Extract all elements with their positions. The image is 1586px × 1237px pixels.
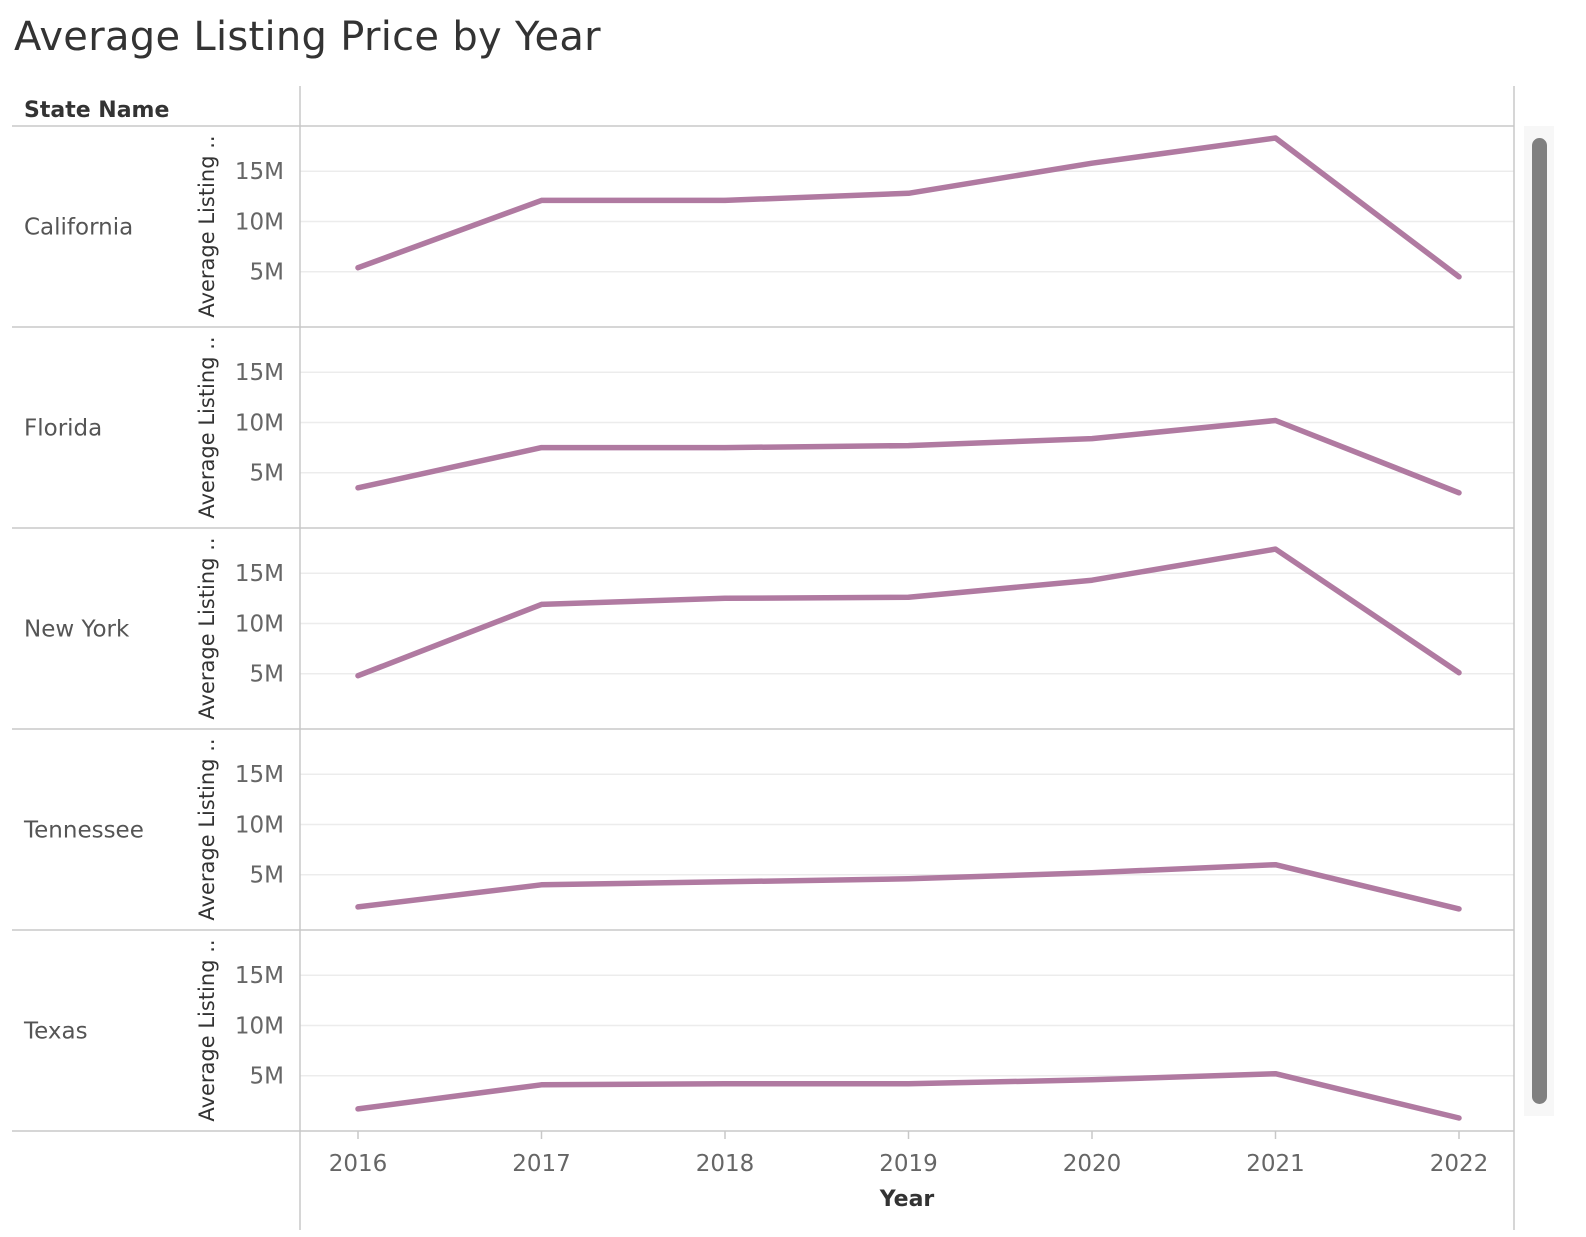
- data-point: [355, 904, 361, 910]
- y-tick-label: 5M: [250, 662, 284, 688]
- x-axis: 2016 2017 2018 2019 2020 2021 2022: [329, 1131, 1489, 1177]
- y-axis-title: Average Listing ..: [195, 135, 219, 317]
- data-point: [1273, 862, 1278, 868]
- series-line-tennessee: [355, 861, 1462, 912]
- series-line-new-york: [355, 546, 1462, 679]
- x-tick-label: 2017: [512, 1151, 571, 1177]
- data-point: [1089, 160, 1095, 166]
- data-point: [1089, 870, 1095, 876]
- y-axis-title: Average Listing ..: [195, 537, 219, 719]
- x-tick-label: 2019: [879, 1151, 938, 1177]
- data-point: [722, 879, 728, 885]
- row-header-state-name: State Name: [24, 98, 169, 123]
- y-axis-title: Average Listing ..: [195, 939, 219, 1121]
- y-tick-label: 15M: [235, 963, 284, 989]
- data-point: [355, 673, 361, 679]
- y-tick-label: 10M: [235, 410, 284, 436]
- data-point: [906, 190, 911, 196]
- state-label: Tennessee: [23, 818, 144, 844]
- data-point: [1089, 436, 1095, 442]
- y-tick-label: 5M: [250, 260, 284, 286]
- y-tick-label: 15M: [235, 762, 284, 788]
- y-tick-label: 5M: [250, 1064, 284, 1090]
- y-axis-title: Average Listing ..: [195, 336, 219, 518]
- data-point: [722, 197, 728, 203]
- data-point: [1273, 417, 1278, 423]
- data-point: [906, 594, 911, 600]
- data-point: [1273, 546, 1278, 552]
- data-point: [1456, 490, 1462, 496]
- data-point: [1089, 577, 1095, 583]
- state-label: California: [24, 215, 133, 241]
- data-point: [539, 601, 544, 607]
- data-point: [722, 1081, 728, 1087]
- data-point: [539, 445, 544, 451]
- y-tick-label: 15M: [235, 159, 284, 185]
- data-point: [1273, 135, 1278, 141]
- y-axis-title: Average Listing ..: [195, 738, 219, 920]
- data-point: [1456, 906, 1462, 912]
- data-point: [539, 882, 544, 888]
- x-tick-label: 2016: [329, 1151, 388, 1177]
- y-tick-label: 10M: [235, 812, 284, 838]
- x-axis-title: Year: [879, 1187, 935, 1212]
- y-tick-label: 10M: [235, 611, 284, 637]
- series-line-florida: [355, 417, 1462, 496]
- data-point: [355, 265, 361, 271]
- data-point: [539, 197, 544, 203]
- data-point: [722, 445, 728, 451]
- data-point: [1456, 670, 1462, 676]
- series-line-california: [355, 135, 1462, 280]
- chart-title: Average Listing Price by Year: [14, 14, 601, 60]
- data-point: [539, 1082, 544, 1088]
- x-tick-label: 2022: [1430, 1151, 1489, 1177]
- data-point: [722, 595, 728, 601]
- y-tick-label: 10M: [235, 209, 284, 235]
- lines-layer: [355, 135, 1462, 1121]
- grid-layer: [300, 170, 1514, 1077]
- series-line-texas: [355, 1070, 1462, 1121]
- state-label: Florida: [24, 416, 102, 442]
- state-label: Texas: [23, 1019, 88, 1045]
- state-label: New York: [24, 617, 130, 643]
- data-point: [1456, 274, 1462, 280]
- data-point: [906, 443, 911, 449]
- labels-layer: 5M 10M 15M California Average Listing .. 5M 10…: [23, 135, 284, 1121]
- data-point: [906, 1081, 911, 1087]
- y-tick-label: 15M: [235, 360, 284, 386]
- frame-layer: [12, 86, 1515, 1230]
- y-tick-label: 5M: [250, 863, 284, 889]
- data-point: [355, 1106, 361, 1112]
- data-point: [1456, 1115, 1462, 1121]
- data-point: [355, 485, 361, 491]
- x-tick-label: 2020: [1063, 1151, 1122, 1177]
- data-point: [906, 876, 911, 882]
- scrollbar-thumb[interactable]: [1532, 138, 1547, 1104]
- data-point: [1089, 1077, 1095, 1083]
- y-tick-label: 5M: [250, 461, 284, 487]
- y-tick-label: 15M: [235, 561, 284, 587]
- x-tick-label: 2021: [1246, 1151, 1305, 1177]
- y-tick-label: 10M: [235, 1013, 284, 1039]
- data-point: [1273, 1071, 1278, 1077]
- x-tick-label: 2018: [696, 1151, 755, 1177]
